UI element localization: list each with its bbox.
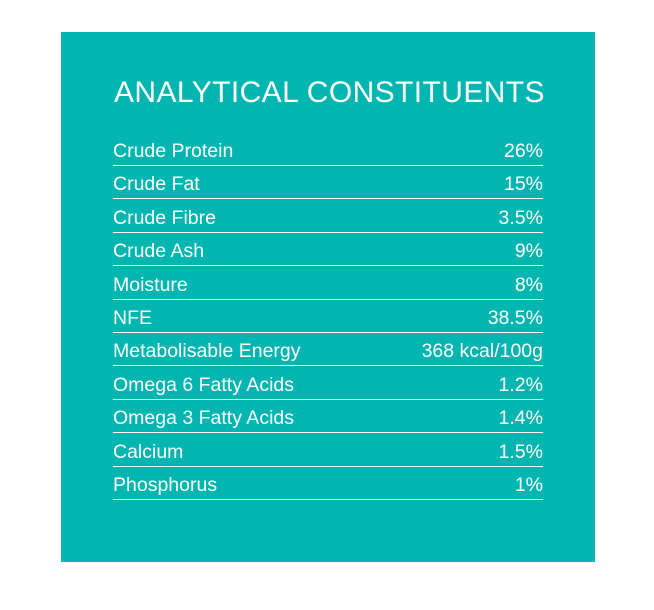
constituent-value: 38.5% (487, 306, 543, 329)
constituent-label: Metabolisable Energy (113, 340, 301, 363)
constituent-row: Crude Fat 15% (113, 166, 543, 200)
constituent-value: 26% (503, 140, 543, 162)
constituent-value: 9% (514, 240, 543, 263)
constituent-row: Omega 3 Fatty Acids 1.4% (113, 400, 543, 434)
constituents-panel: ANALYTICAL CONSTITUENTS Crude Protein 26… (61, 32, 595, 562)
constituent-row: Metabolisable Energy 368 kcal/100g (113, 333, 543, 367)
constituent-row: Omega 6 Fatty Acids 1.2% (113, 367, 543, 400)
constituent-row: Phosphorus 1% (113, 467, 543, 500)
constituent-row: Crude Ash 9% (113, 233, 543, 267)
constituent-label: Calcium (113, 440, 184, 463)
constituents-list: Crude Protein 26% Crude Fat 15% Crude Fi… (113, 133, 543, 500)
panel-title: ANALYTICAL CONSTITUENTS (114, 76, 545, 109)
constituent-value: 3.5% (498, 206, 543, 229)
constituent-value: 1.4% (498, 407, 543, 430)
constituent-row: Crude Protein 26% (113, 133, 543, 166)
constituent-label: Phosphorus (113, 473, 218, 496)
constituent-label: Omega 6 Fatty Acids (113, 373, 294, 396)
constituent-value: 1.5% (498, 440, 543, 463)
constituent-label: Crude Fibre (113, 206, 216, 229)
constituent-value: 368 kcal/100g (421, 340, 543, 363)
constituent-label: NFE (113, 306, 152, 329)
constituent-row: Moisture 8% (113, 267, 543, 300)
constituent-label: Crude Protein (113, 140, 234, 162)
constituent-label: Crude Ash (113, 240, 205, 263)
constituent-value: 1% (514, 473, 543, 496)
constituent-value: 15% (503, 173, 543, 196)
constituent-row: Crude Fibre 3.5% (113, 200, 543, 233)
constituent-value: 8% (514, 273, 543, 296)
constituent-label: Omega 3 Fatty Acids (113, 407, 294, 430)
constituent-row: NFE 38.5% (113, 300, 543, 333)
constituent-label: Crude Fat (113, 173, 200, 196)
constituent-value: 1.2% (498, 373, 543, 396)
constituent-label: Moisture (113, 273, 188, 296)
constituent-row: Calcium 1.5% (113, 434, 543, 467)
